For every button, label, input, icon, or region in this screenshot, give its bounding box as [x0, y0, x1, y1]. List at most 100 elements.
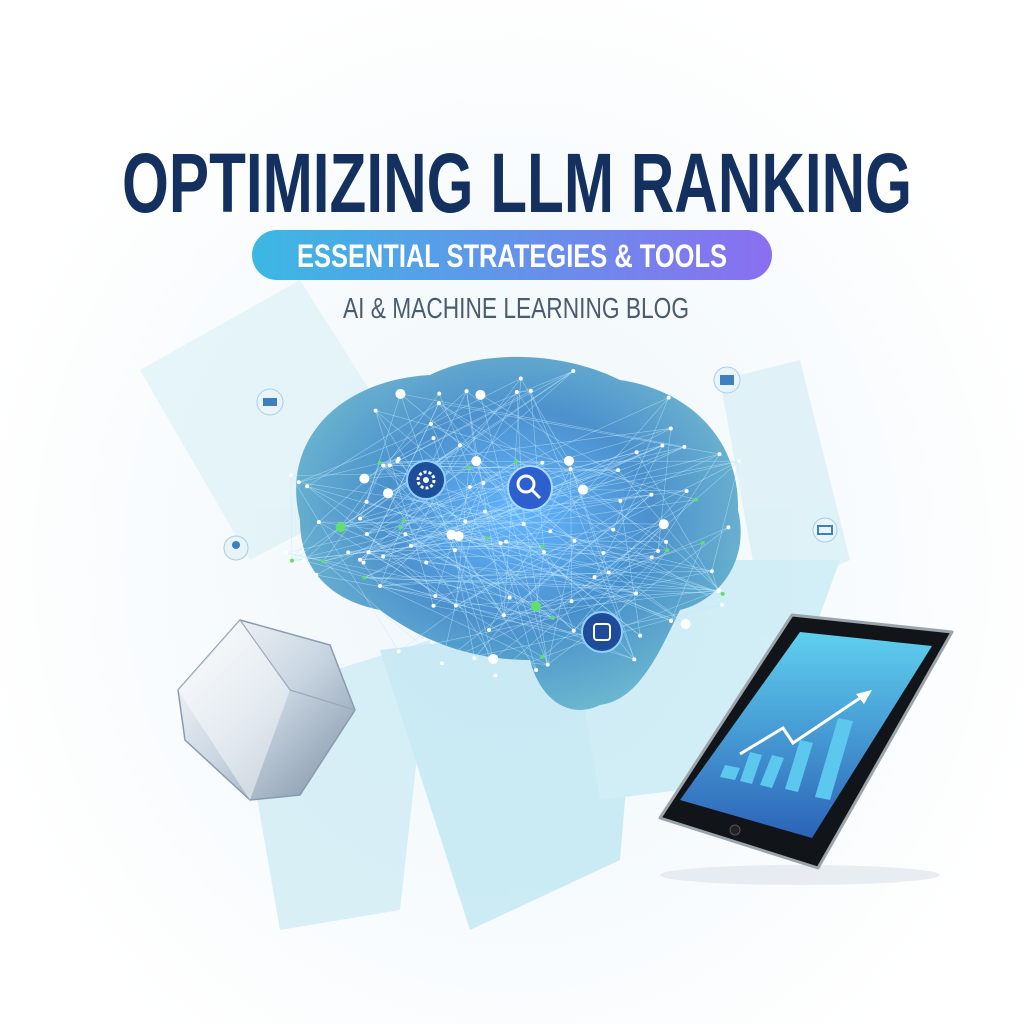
network-link: [398, 617, 553, 652]
network-link: [438, 402, 667, 543]
network-node: [364, 532, 369, 537]
network-node: [484, 536, 489, 541]
network-node: [437, 391, 442, 396]
network-link: [400, 393, 575, 542]
network-link: [307, 486, 553, 619]
network-node: [518, 376, 523, 381]
network-node: [531, 601, 542, 612]
network-node: [720, 602, 725, 607]
network-link: [410, 545, 543, 548]
network-node: [482, 509, 487, 514]
network-node: [638, 633, 643, 638]
network-link: [286, 533, 367, 554]
network-link: [318, 521, 543, 658]
network-node: [534, 668, 539, 673]
network-link: [454, 549, 637, 594]
network-link: [375, 410, 697, 500]
network-node: [545, 662, 550, 667]
network-node: [592, 575, 597, 580]
network-link: [291, 521, 320, 561]
network-link: [366, 501, 637, 594]
network-node: [481, 481, 486, 486]
network-link: [348, 494, 652, 553]
network-node: [649, 492, 654, 497]
network-link: [379, 462, 456, 551]
network-link: [410, 523, 524, 547]
network-link: [364, 462, 543, 479]
network-node: [463, 519, 468, 524]
network-link: [543, 551, 575, 631]
network-node: [540, 654, 545, 659]
network-node: [680, 619, 691, 630]
network-link: [488, 527, 729, 631]
network-node: [550, 615, 555, 620]
network-link: [458, 535, 672, 622]
network-node: [514, 459, 519, 464]
network-node: [726, 525, 731, 530]
network-node: [720, 591, 725, 596]
network-link: [359, 370, 574, 560]
network-node: [571, 628, 576, 633]
trend-line: [739, 692, 867, 756]
network-link: [571, 593, 637, 602]
network-link: [612, 397, 669, 530]
network-link: [400, 527, 487, 539]
network-link: [458, 535, 686, 625]
gear-icon: [406, 460, 446, 500]
network-link: [488, 468, 571, 631]
growth-chart: [720, 690, 872, 800]
network-node: [383, 488, 394, 499]
network-link: [451, 534, 475, 659]
network-link: [603, 499, 697, 554]
network-node: [475, 389, 486, 400]
network-node: [521, 522, 526, 527]
network-node: [611, 527, 616, 532]
network-link: [403, 391, 467, 521]
network-link: [398, 546, 543, 652]
network-node: [501, 613, 506, 618]
network-node: [606, 570, 611, 575]
network-link: [474, 540, 575, 659]
network-node: [682, 444, 687, 449]
network-link: [573, 524, 665, 631]
network-node: [366, 550, 371, 555]
network-link: [435, 550, 659, 597]
network-node: [528, 388, 533, 393]
network-link: [291, 537, 487, 561]
network-link: [535, 557, 652, 607]
network-node: [472, 656, 477, 661]
network-node: [717, 587, 722, 592]
subtitle-pill: [252, 230, 772, 280]
network-link: [290, 475, 293, 561]
network-link: [364, 390, 531, 479]
network-link: [380, 557, 652, 587]
network-link: [379, 585, 548, 665]
network-node: [396, 649, 401, 654]
network-node: [649, 555, 654, 560]
tagline: AI & MACHINE LEARNING BLOG: [343, 293, 689, 325]
network-link: [426, 562, 719, 592]
network-link: [383, 437, 434, 466]
network-node: [373, 408, 378, 413]
network-node: [433, 593, 438, 598]
network-link: [520, 378, 570, 461]
network-node: [658, 519, 669, 530]
network-link: [594, 445, 663, 578]
network-link: [620, 453, 720, 502]
network-node: [668, 426, 673, 431]
network-link: [620, 500, 641, 636]
network-node: [717, 452, 722, 457]
network-link: [438, 393, 548, 665]
network-node: [321, 559, 326, 564]
network-node: [377, 460, 382, 465]
search-icon: [507, 465, 553, 511]
network-node: [335, 522, 346, 533]
network-node: [381, 554, 386, 559]
network-link: [465, 482, 484, 522]
network-link: [455, 590, 719, 606]
network-link: [455, 460, 740, 606]
network-link: [582, 489, 687, 492]
network-link: [340, 445, 663, 528]
network-node: [305, 484, 310, 489]
network-node: [665, 548, 670, 553]
